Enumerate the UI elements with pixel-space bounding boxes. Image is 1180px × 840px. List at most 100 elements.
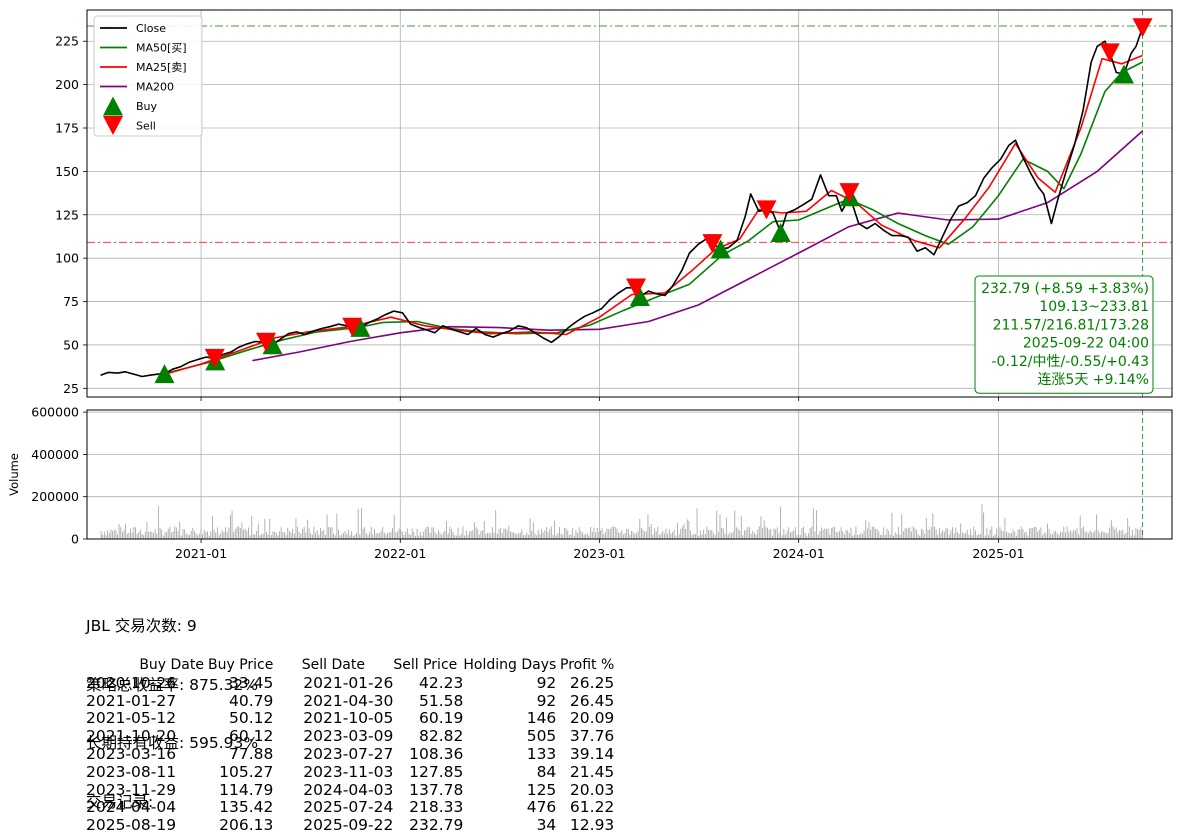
volume-bar (408, 533, 410, 539)
profit: 21.45 (569, 762, 615, 781)
volume-bar (475, 527, 477, 539)
table-row: 2020-10-26 33.45 2021-01-26 42.23 92 26.25 (86, 673, 614, 693)
volume-bar (518, 533, 520, 539)
volume-bar (1002, 531, 1004, 539)
volume-bar (1060, 531, 1062, 539)
volume-bar (999, 527, 1001, 539)
volume-bar (943, 531, 945, 539)
volume-bar (776, 527, 778, 539)
volume-bar (270, 535, 272, 539)
volume-bar (698, 535, 700, 539)
volume-bar (496, 533, 498, 539)
volume-bar (657, 526, 659, 539)
volume-bar (880, 535, 881, 539)
volume-bar (919, 535, 921, 539)
volume-bar (491, 527, 493, 539)
volume-bar (988, 535, 989, 539)
volume-tick-label: 600000 (31, 405, 79, 420)
volume-bar (740, 516, 742, 539)
volume-bar (937, 534, 939, 539)
volume-bar (495, 510, 497, 539)
volume-bar (131, 532, 133, 539)
volume-bar (699, 530, 701, 539)
volume-bar (857, 534, 858, 539)
volume-bar (884, 534, 886, 539)
volume-bar (580, 530, 582, 539)
volume-bar (339, 535, 341, 539)
volume-bar (534, 533, 536, 539)
volume-bar (403, 534, 405, 539)
volume-bar (378, 533, 380, 539)
volume-bar (703, 529, 705, 539)
volume-bar (557, 533, 559, 539)
volume-bar (192, 527, 194, 539)
volume-bar (647, 514, 649, 539)
volume-bar (431, 527, 433, 539)
volume-bar (750, 533, 752, 539)
volume-bar (503, 528, 505, 539)
volume-bar (704, 534, 706, 539)
volume-bar (891, 512, 893, 539)
volume-bar (392, 528, 393, 539)
volume-bar (952, 527, 953, 539)
volume-bar (1065, 532, 1066, 539)
volume-bar (208, 535, 210, 539)
volume-bar (352, 535, 354, 539)
volume-bar (901, 514, 903, 539)
volume-bar (1040, 527, 1042, 539)
buy-date: 2023-11-29 (86, 780, 177, 799)
volume-bar (611, 526, 613, 539)
volume-bar (996, 528, 998, 539)
volume-bar (1101, 531, 1102, 539)
info-box-line: 连涨5天 +9.14% (1037, 372, 1149, 388)
volume-bar (174, 526, 176, 539)
table-row: 2025-08-19 206.13 2025-09-22 232.79 34 12.93 (86, 816, 614, 835)
volume-bar (806, 535, 808, 539)
volume-bar (292, 528, 294, 539)
volume-bar (460, 534, 462, 539)
volume-bar (681, 526, 683, 539)
volume-bar (942, 530, 944, 539)
volume-bar (367, 535, 369, 539)
volume-bar (256, 530, 258, 539)
volume-bar (211, 515, 213, 539)
volume-bar (971, 535, 973, 539)
volume-bar (837, 532, 839, 539)
volume-bar (866, 528, 868, 539)
volume-bar (737, 528, 739, 539)
sell-price: 42.23 (419, 673, 464, 692)
volume-bar (238, 526, 240, 539)
volume-bar (757, 529, 759, 539)
volume-bar (218, 535, 220, 539)
trade-count-line: JBL 交易次数: 9 (86, 617, 197, 635)
volume-bar (295, 518, 297, 539)
volume-bar (578, 527, 580, 539)
volume-bar (419, 531, 421, 539)
volume-tick-label: 200000 (31, 489, 79, 504)
buy-date: 2021-01-27 (86, 691, 177, 710)
volume-bar (275, 532, 277, 539)
volume-bar (724, 533, 726, 539)
volume-bar (585, 534, 587, 539)
volume-bar (963, 533, 965, 539)
volume-bar (983, 512, 985, 539)
volume-bar (1137, 528, 1138, 539)
volume-bar (732, 531, 734, 539)
volume-bar (1089, 530, 1091, 539)
volume-bar (210, 531, 212, 539)
volume-bar (691, 534, 693, 539)
volume-bar (824, 528, 826, 539)
volume-bar (509, 531, 511, 539)
volume-bar (1140, 527, 1142, 539)
volume-panel (87, 410, 1172, 539)
volume-bar (1122, 529, 1124, 539)
volume-bar (1045, 533, 1047, 539)
volume-bar (354, 534, 356, 539)
volume-bar (727, 534, 729, 539)
volume-bar (626, 529, 628, 539)
buy-marker (629, 287, 650, 307)
sell-marker (756, 200, 777, 220)
volume-bar (410, 534, 411, 539)
volume-bar (313, 526, 315, 539)
volume-bar (161, 529, 163, 539)
